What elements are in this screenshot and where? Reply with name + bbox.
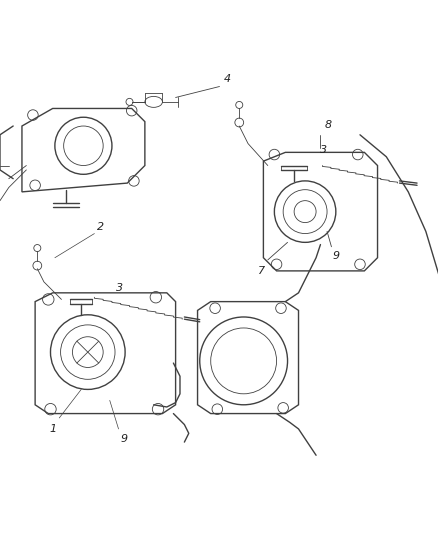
Text: 2: 2 <box>96 222 103 232</box>
Text: 4: 4 <box>223 74 230 84</box>
Text: 3: 3 <box>116 283 123 293</box>
Text: 9: 9 <box>120 434 127 444</box>
Text: 7: 7 <box>257 266 264 277</box>
Text: 9: 9 <box>332 251 339 261</box>
Text: 1: 1 <box>49 424 56 434</box>
Text: 8: 8 <box>324 120 331 131</box>
Text: 3: 3 <box>320 144 327 155</box>
